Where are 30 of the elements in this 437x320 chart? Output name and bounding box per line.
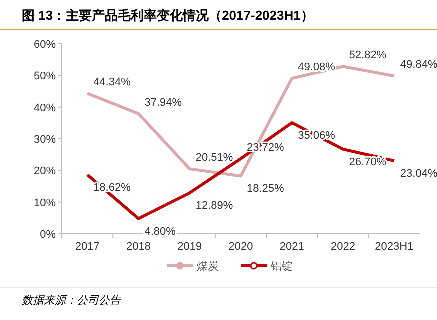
data-label: 18.25% [247,183,285,196]
data-label: 49.84% [400,59,437,72]
source-note: 数据来源：公司公告 [22,294,122,307]
data-label: 49.08% [298,62,336,74]
y-tick-label: 0% [40,229,56,241]
data-label: 4.80% [144,226,176,238]
data-label: 44.34% [94,76,132,89]
x-tick-label: 2020 [228,241,254,253]
data-label: 12.89% [196,200,234,212]
y-tick-label: 20% [34,166,56,178]
data-label: 20.51% [196,152,234,164]
data-label: 37.94% [144,96,182,109]
legend-label: 煤炭 [197,260,219,273]
legend-label: 铝锭 [270,261,293,273]
x-tick-label: 2018 [126,241,151,253]
x-tick-label: 2021 [280,241,304,253]
y-tick-label: 40% [34,102,56,114]
data-label: 26.70% [349,156,387,168]
x-tick-label: 2019 [178,241,202,253]
chart-title: 图 13：主要产品毛利率变化情况（2017-2023H1） [22,8,314,23]
data-label: 52.82% [349,50,387,62]
y-tick-label: 10% [34,197,56,210]
x-tick-label: 2023H1 [375,241,414,253]
line-series [86,121,396,220]
y-tick-label: 30% [34,134,56,146]
x-tick-label: 2017 [75,241,100,253]
y-tick-label: 60% [34,39,56,51]
y-tick-label: 50% [34,70,56,83]
x-tick-label: 2022 [331,241,356,253]
data-label: 23.04% [400,168,437,180]
